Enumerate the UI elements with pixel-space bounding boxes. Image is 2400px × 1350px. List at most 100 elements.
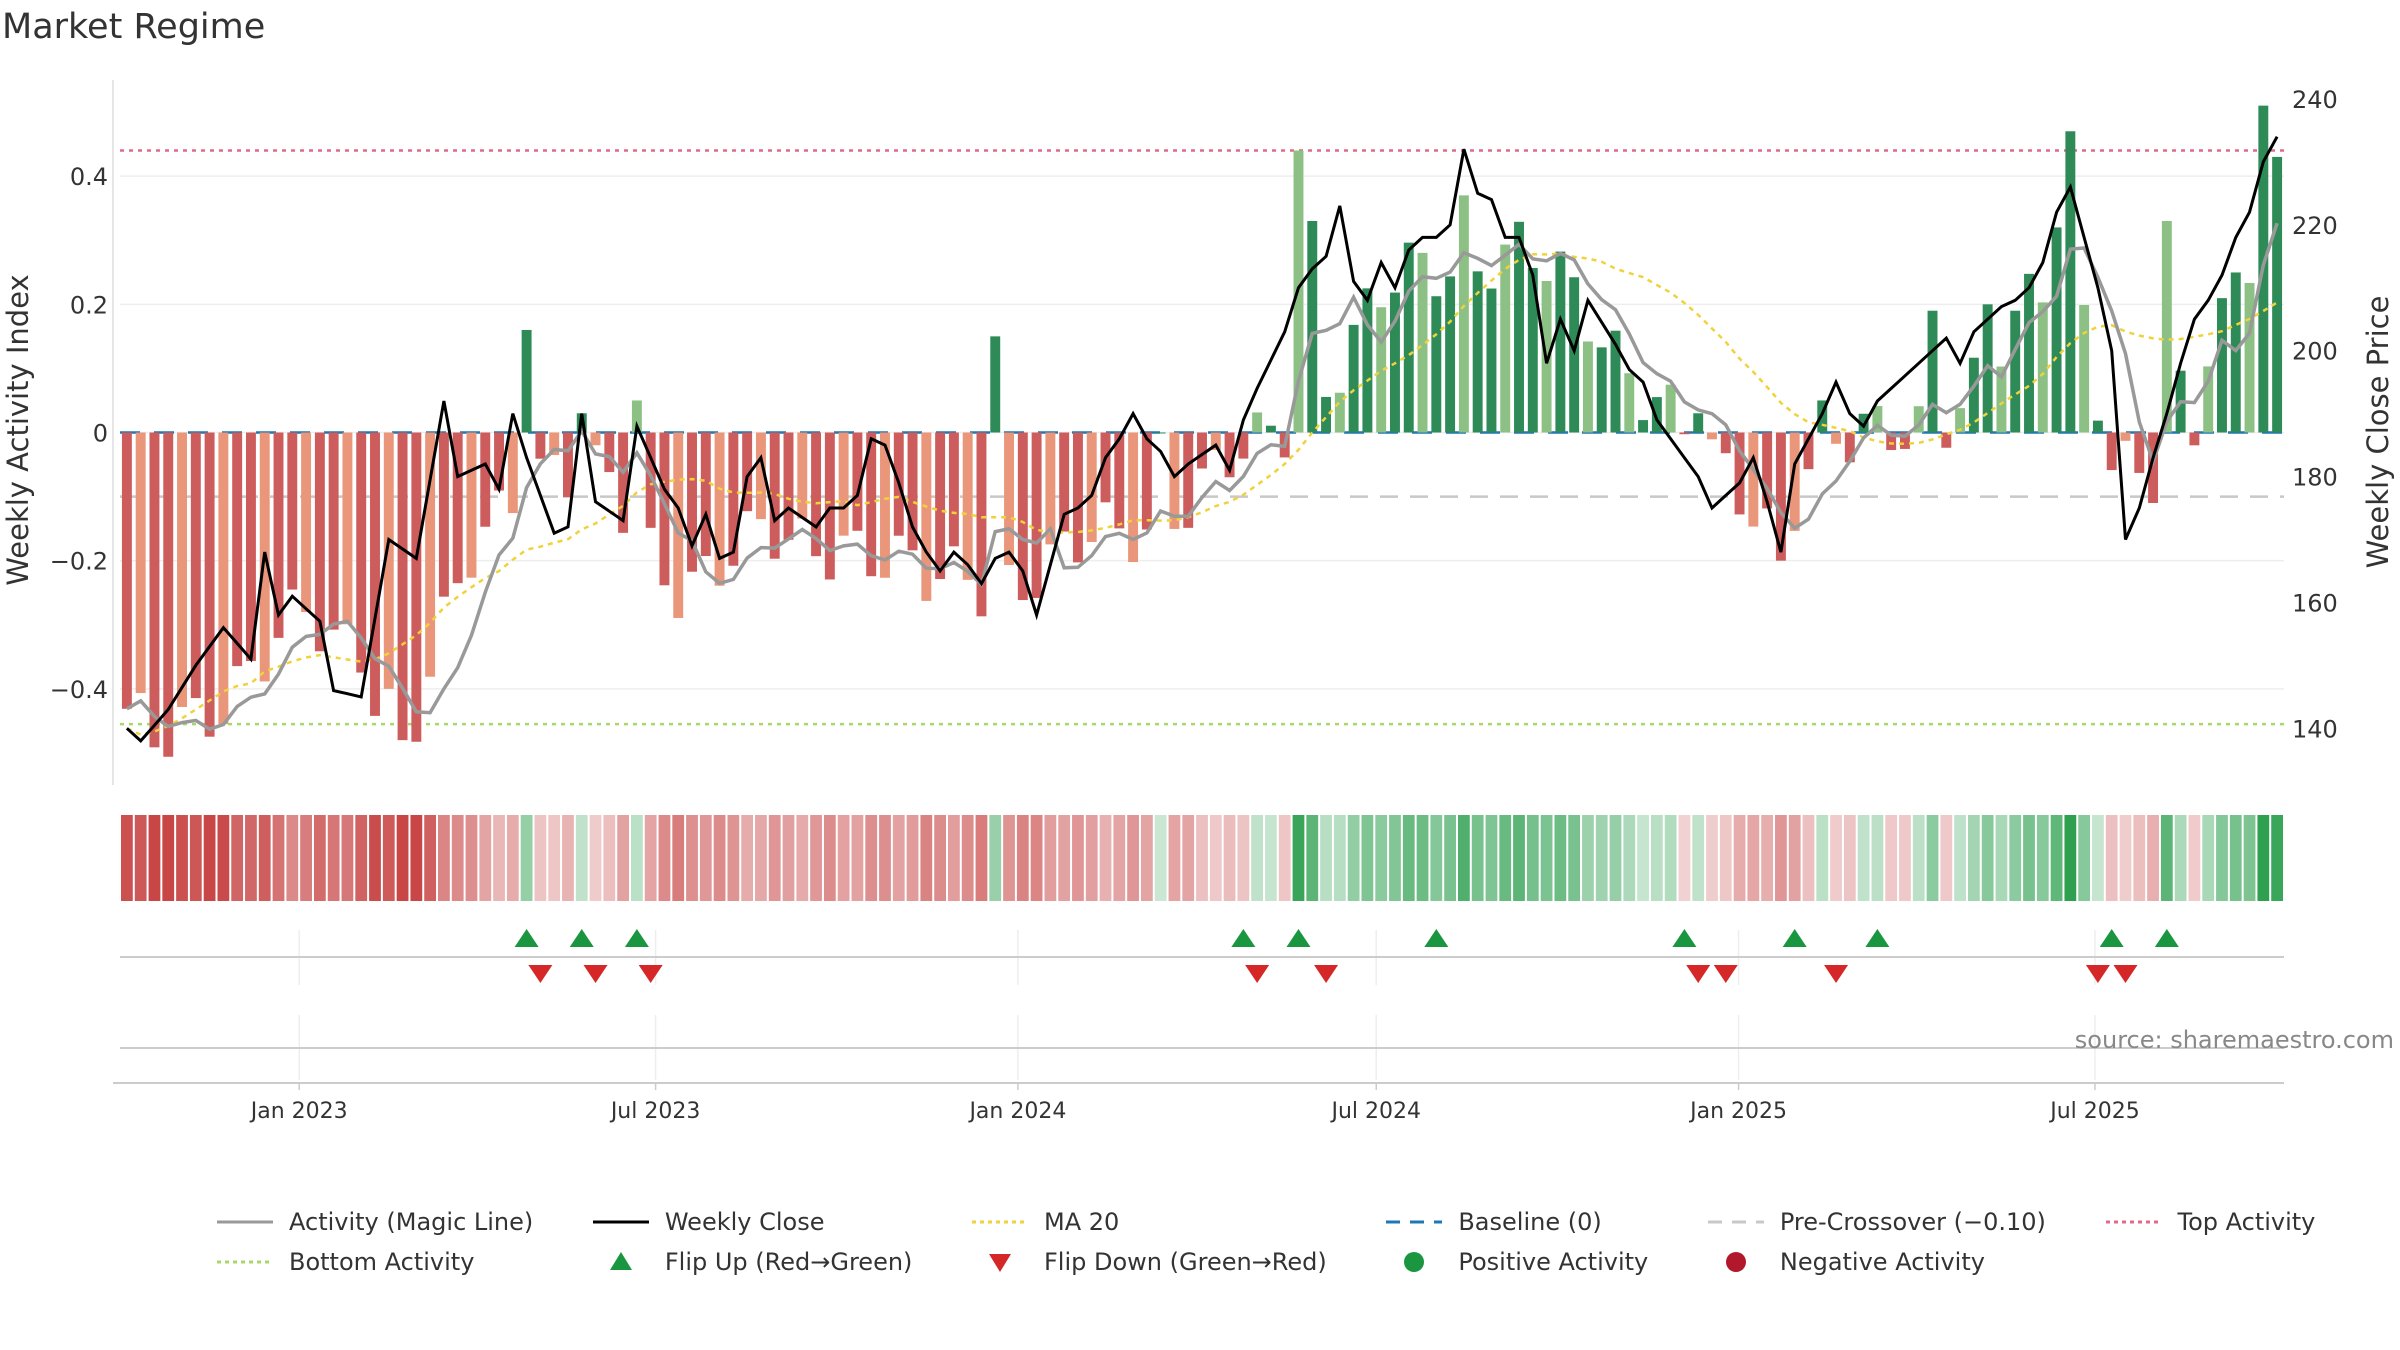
activity-bar <box>2051 227 2062 433</box>
activity-bar <box>2244 282 2255 433</box>
activity-bar <box>990 336 1001 433</box>
regime-cell <box>479 815 492 901</box>
regime-cell <box>948 815 960 901</box>
regime-cell <box>438 815 450 901</box>
activity-bar <box>769 432 780 559</box>
activity-bar <box>2037 302 2048 433</box>
activity-bar <box>797 432 808 519</box>
activity-bar <box>618 432 629 533</box>
activity-bar <box>1252 412 1263 433</box>
regime-cell <box>1775 815 1787 901</box>
y-axis-label: Weekly Activity Index <box>1 274 35 585</box>
regime-cell <box>2147 815 2159 901</box>
regime-cell <box>1747 815 1760 901</box>
regime-cell <box>1857 815 1870 901</box>
regime-cell <box>1513 815 1525 901</box>
activity-bar <box>962 432 973 580</box>
regime-cell <box>1030 815 1043 901</box>
activity-bar <box>1734 432 1745 515</box>
regime-cell <box>258 815 271 901</box>
legend-label: Negative Activity <box>1779 1248 1985 1276</box>
regime-cell <box>1223 815 1236 901</box>
y-tick-label: −0.4 <box>50 676 108 704</box>
activity-bar <box>480 432 491 527</box>
regime-cell <box>217 815 230 901</box>
y2-tick-label: 240 <box>2292 86 2338 114</box>
regime-cell <box>2009 815 2022 901</box>
regime-cell <box>162 815 175 901</box>
activity-bar <box>452 432 463 584</box>
regime-cell <box>2271 815 2283 901</box>
flip-up-marker <box>1424 929 1449 947</box>
regime-cell <box>961 815 974 901</box>
legend-triangle-down-icon <box>989 1254 1011 1272</box>
regime-cell <box>1320 815 1332 901</box>
activity-bar <box>562 432 573 498</box>
regime-cell <box>1072 815 1084 901</box>
legend-dot-icon <box>1725 1252 1746 1272</box>
regime-cell <box>589 815 602 901</box>
activity-bar <box>1665 384 1676 433</box>
regime-cell <box>1278 815 1291 901</box>
regime-cell <box>313 815 326 901</box>
activity-bar <box>2161 221 2172 433</box>
activity-bar <box>1569 277 1580 433</box>
activity-bar <box>177 432 187 707</box>
regime-cell <box>176 815 188 901</box>
regime-cell <box>203 815 216 901</box>
regime-cell <box>1967 815 1980 901</box>
regime-cell <box>1885 815 1898 901</box>
activity-bar <box>1996 366 2007 433</box>
regime-cell <box>1499 815 1512 901</box>
activity-bar <box>755 432 766 520</box>
regime-cell <box>1954 815 1966 901</box>
legend-label: Pre-Crossover (−0.10) <box>1779 1208 2046 1236</box>
activity-bar <box>1831 432 1842 444</box>
activity-bar <box>1321 396 1332 433</box>
regime-cell <box>1154 815 1167 901</box>
regime-cell <box>300 815 312 901</box>
activity-bar <box>466 432 477 578</box>
y2-tick-label: 200 <box>2292 338 2338 366</box>
regime-cell <box>1981 815 1994 901</box>
regime-cell <box>989 815 1002 901</box>
regime-cell <box>686 815 698 901</box>
regime-cell <box>231 815 244 901</box>
activity-bar <box>121 432 132 709</box>
activity-bar <box>976 432 987 617</box>
regime-cell <box>617 815 629 901</box>
legend-item: Negative Activity <box>1706 1248 2066 1276</box>
activity-bar <box>783 432 794 540</box>
activity-bar <box>1899 432 1910 449</box>
legend-item: Positive Activity <box>1384 1248 1668 1276</box>
legend-item: Flip Down (Green→Red) <box>970 1248 1346 1276</box>
regime-cell <box>1609 815 1622 901</box>
regime-cell <box>189 815 202 901</box>
regime-cell <box>148 815 161 901</box>
activity-bar <box>1403 242 1414 433</box>
weekly-close-line <box>125 135 2279 744</box>
legend-swatch <box>972 1220 1028 1224</box>
regime-cell <box>534 815 547 901</box>
activity-bar <box>2189 432 2200 446</box>
y-tick-label: 0.4 <box>70 163 108 191</box>
flip-up-marker <box>1672 929 1697 947</box>
regime-cell <box>1168 815 1181 901</box>
legend-label: Positive Activity <box>1458 1248 1649 1276</box>
flip-down-marker <box>1713 965 1738 983</box>
activity-bar <box>1224 432 1235 478</box>
activity-bar <box>1100 432 1111 503</box>
regime-cell <box>1582 815 1594 901</box>
legend-swatch <box>1404 1252 1425 1272</box>
activity-bar <box>1458 195 1469 433</box>
activity-bar <box>411 432 422 742</box>
regime-cell <box>1871 815 1884 901</box>
activity-bar <box>1527 267 1538 433</box>
regime-cell <box>396 815 409 901</box>
legend-dot-icon <box>1404 1252 1425 1272</box>
activity-bar <box>2134 432 2145 473</box>
legend-label: Bottom Activity <box>289 1248 475 1276</box>
activity-bar <box>1417 252 1428 433</box>
regime-cell <box>1099 815 1112 901</box>
